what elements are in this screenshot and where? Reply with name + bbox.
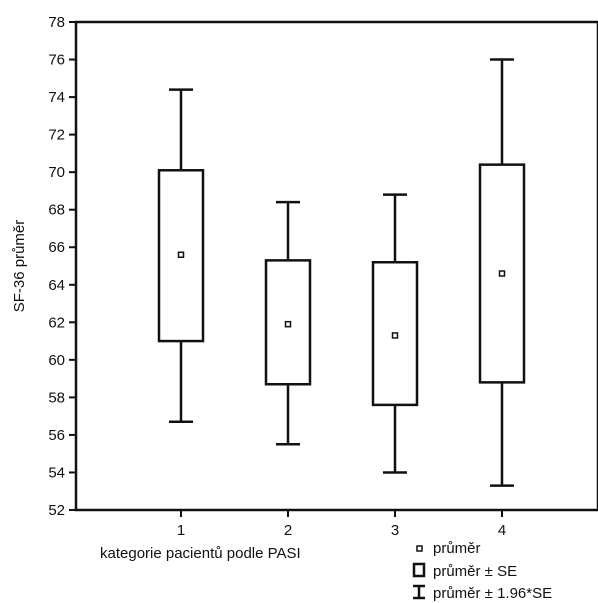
y-tick-label: 74 (48, 89, 65, 106)
mean-marker (498, 270, 506, 277)
legend-mean-marker (416, 545, 423, 552)
y-tick-label: 68 (48, 202, 65, 219)
y-tick-label: 76 (48, 52, 65, 69)
legend-label-ci: průměr ± 1.96*SE (433, 585, 552, 602)
box-group-4 (478, 58, 526, 487)
x-tick-label: 3 (391, 522, 399, 539)
se-box (264, 259, 312, 386)
se-box (478, 163, 526, 384)
se-box (157, 169, 205, 343)
y-tick-label: 52 (48, 502, 65, 519)
plot-area (74, 20, 598, 512)
mean-marker (177, 251, 185, 258)
y-axis-title: SF-36 průměr (11, 220, 28, 313)
legend-label-se: průměr ± SE (433, 563, 517, 580)
y-tick-label: 78 (48, 14, 65, 31)
box-group-1 (157, 88, 205, 424)
mean-marker (391, 332, 399, 339)
mean-marker (284, 320, 292, 328)
legend-whisker-symbol (413, 584, 425, 600)
x-tick-label: 4 (498, 522, 506, 539)
x-tick-label: 2 (284, 522, 292, 539)
y-tick-label: 62 (48, 314, 65, 331)
y-tick-label: 60 (48, 352, 65, 369)
box-group-2 (264, 200, 312, 446)
y-tick-label: 72 (48, 127, 65, 144)
y-axis: 52 54 56 58 60 62 64 66 68 70 72 74 76 78 (48, 14, 76, 519)
y-tick-label: 58 (48, 389, 65, 406)
legend-box-symbol (412, 562, 426, 578)
y-tick-label: 54 (48, 464, 65, 481)
y-tick-label: 70 (48, 164, 65, 181)
legend: průměr průměr ± SE průměr ± 1.96*SE (412, 540, 552, 602)
x-axis: 1 2 3 4 (177, 510, 506, 539)
box-group-3 (371, 193, 419, 474)
legend-label-mean: průměr (433, 540, 481, 557)
se-box (371, 260, 419, 407)
y-tick-label: 56 (48, 427, 65, 444)
box-series (157, 58, 526, 487)
y-tick-label: 64 (48, 277, 65, 294)
x-tick-label: 1 (177, 522, 185, 539)
y-tick-label: 66 (48, 239, 65, 256)
x-axis-title: kategorie pacientů podle PASI (100, 545, 301, 562)
